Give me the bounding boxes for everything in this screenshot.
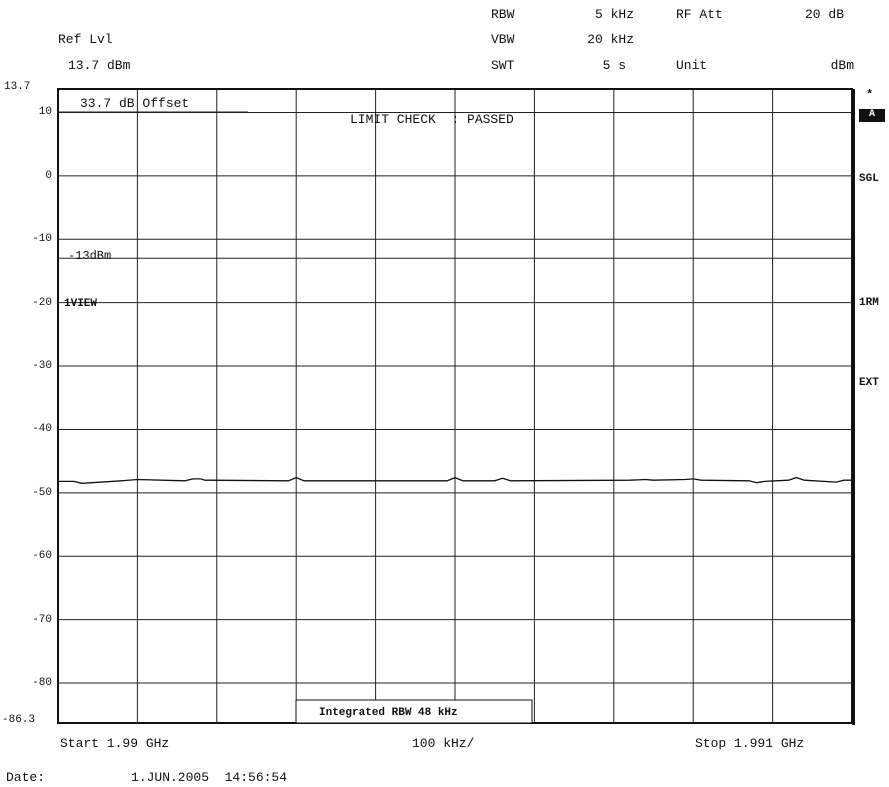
- ref-level-label: Ref Lvl: [58, 32, 113, 47]
- rbw-label: RBW: [491, 7, 515, 22]
- limit-check-status: LIMIT CHECK : PASSED: [350, 112, 514, 127]
- date-value: 1.JUN.2005 14:56:54: [131, 770, 288, 785]
- y-tick-label: -40: [32, 423, 52, 436]
- ref-level-value: 13.7 dBm: [68, 58, 131, 73]
- y-tick-label: -80: [32, 677, 52, 690]
- stop-frequency: Stop 1.991 GHz: [695, 736, 805, 751]
- y-tick-label: -60: [32, 550, 52, 563]
- unit-value: dBm: [830, 58, 854, 73]
- offset-annotation: 33.7 dB Offset: [80, 96, 190, 111]
- y-tick-label: -10: [32, 233, 52, 246]
- y-tick-label: 10: [38, 106, 52, 119]
- vbw-label: VBW: [491, 32, 515, 47]
- y-tick-label: -50: [32, 486, 52, 499]
- trace-a-marker: A: [859, 109, 885, 122]
- vbw-value: 20 kHz: [587, 32, 634, 47]
- unit-label: Unit: [676, 58, 708, 73]
- y-tick-label: 0: [45, 169, 52, 182]
- sweep-time-value: 5 s: [602, 58, 626, 73]
- view-indicator: 1VIEW: [64, 298, 98, 310]
- y-tick-label: -20: [32, 296, 52, 309]
- plot-frame-shadow: [852, 89, 855, 725]
- rbw-value: 5 kHz: [594, 7, 634, 22]
- y-tick-label: -86.3: [2, 714, 36, 726]
- external-trigger-indicator: EXT: [859, 377, 879, 389]
- y-tick-label: -30: [32, 360, 52, 373]
- rms-detector-indicator: 1RM: [859, 297, 879, 309]
- y-tick-label: 13.7: [4, 81, 31, 93]
- span-per-division: 100 kHz/: [412, 736, 475, 751]
- rf-attenuation-label: RF Att: [676, 7, 723, 22]
- sweep-time-label: SWT: [491, 58, 515, 73]
- integrated-rbw-label: Integrated RBW 48 kHz: [319, 707, 458, 719]
- star-indicator: *: [866, 88, 874, 102]
- limit-line-label: -13dBm: [68, 249, 112, 263]
- rf-attenuation-value: 20 dB: [804, 7, 844, 22]
- spectrum-trace: [58, 476, 852, 484]
- start-frequency: Start 1.99 GHz: [60, 736, 170, 751]
- single-sweep-indicator: SGL: [859, 173, 879, 185]
- integrated-rbw-box: [295, 699, 533, 724]
- y-tick-label: -70: [32, 613, 52, 626]
- date-label: Date:: [6, 770, 46, 785]
